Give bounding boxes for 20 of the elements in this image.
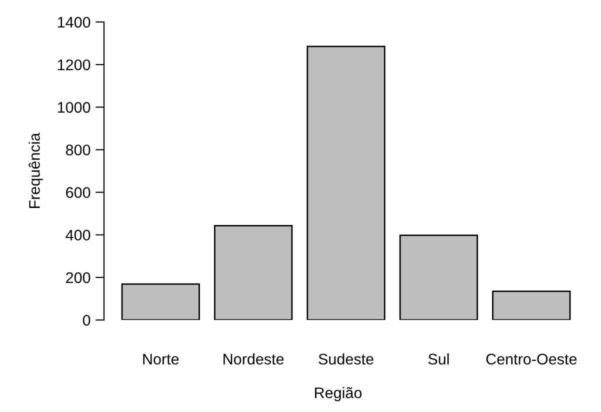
x-axis-title: Região [315,387,362,402]
y-axis-title: Frequência [28,132,43,208]
y-tick-label: 800 [66,144,90,156]
y-tick-label: 400 [66,230,90,241]
x-tick-label: Centro-Oeste [486,354,577,365]
y-tick-label: 200 [66,272,90,284]
x-tick-label: Nordeste [224,353,284,365]
bar [399,234,478,320]
bar [306,46,386,320]
bar [492,290,571,320]
bar [214,225,293,320]
y-tick-label: 1400 [58,16,90,28]
x-tick-label: Sul [428,353,449,365]
y-tick-label: 0 [82,314,90,326]
y-tick-label: 1000 [58,102,90,113]
y-tick-label: 1200 [58,59,90,70]
x-tick-label: Norte [143,354,179,365]
y-tick-label: 600 [66,187,90,198]
bar [121,283,200,320]
x-tick-label: Sudeste [318,353,374,365]
